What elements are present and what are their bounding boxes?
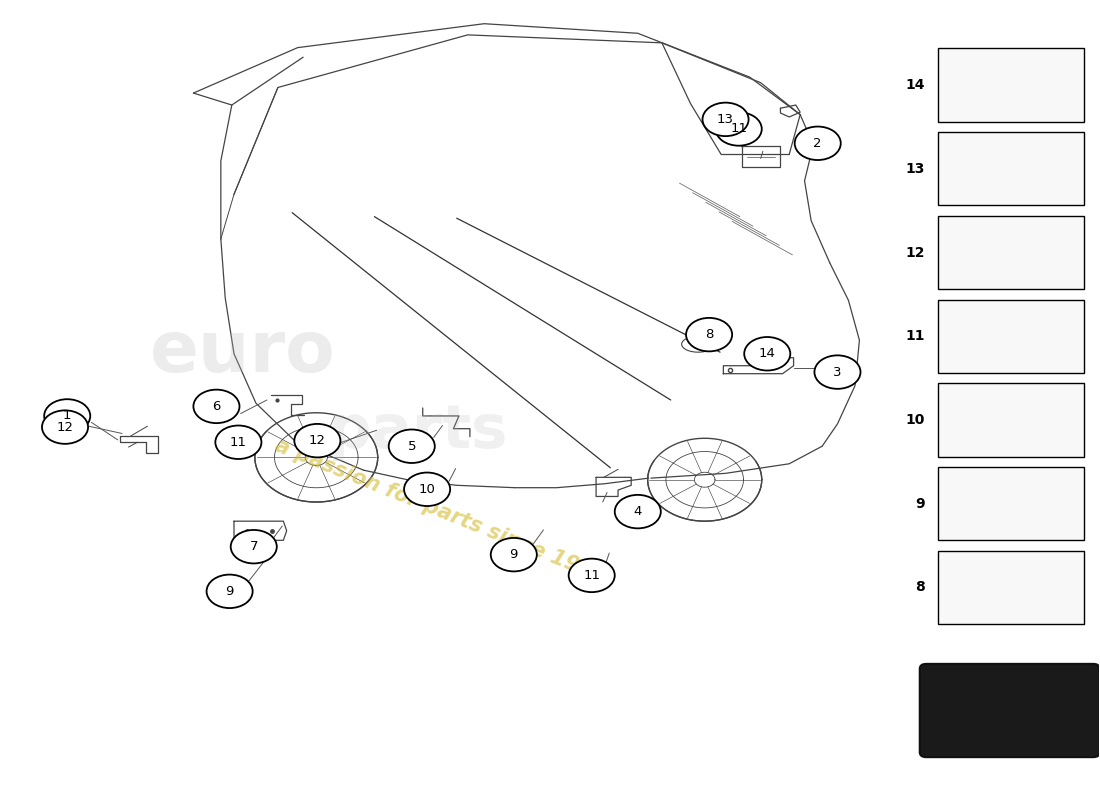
Circle shape (231, 530, 277, 563)
Circle shape (42, 410, 88, 444)
FancyBboxPatch shape (938, 299, 1085, 373)
Text: 2: 2 (814, 137, 822, 150)
Text: 9: 9 (226, 585, 234, 598)
Text: a passion for parts since 1985: a passion for parts since 1985 (272, 436, 608, 587)
FancyBboxPatch shape (938, 383, 1085, 457)
Text: 1: 1 (63, 410, 72, 422)
Circle shape (44, 399, 90, 433)
FancyBboxPatch shape (938, 550, 1085, 624)
Text: 14: 14 (905, 78, 925, 92)
FancyBboxPatch shape (938, 49, 1085, 122)
Text: 12: 12 (309, 434, 326, 447)
Text: 6: 6 (212, 400, 221, 413)
Circle shape (295, 424, 340, 458)
Text: 9: 9 (509, 548, 518, 561)
Text: 8: 8 (705, 328, 713, 341)
Text: 11: 11 (230, 436, 246, 449)
Polygon shape (992, 403, 1031, 424)
Text: 13: 13 (717, 113, 734, 126)
Text: 11: 11 (905, 330, 925, 343)
Circle shape (814, 355, 860, 389)
Text: 3: 3 (833, 366, 842, 378)
Circle shape (194, 390, 240, 423)
Text: euro: euro (150, 318, 336, 386)
Text: parts: parts (328, 402, 508, 462)
Circle shape (745, 337, 790, 370)
Text: 10: 10 (906, 413, 925, 427)
FancyBboxPatch shape (920, 664, 1100, 757)
Circle shape (794, 126, 840, 160)
Text: 7: 7 (250, 540, 258, 553)
Text: 11: 11 (730, 122, 747, 135)
Circle shape (686, 318, 733, 351)
Circle shape (703, 102, 749, 136)
Circle shape (716, 112, 762, 146)
Circle shape (388, 430, 434, 463)
Text: 9: 9 (915, 497, 925, 510)
Circle shape (569, 558, 615, 592)
Polygon shape (994, 488, 1028, 510)
Text: 12: 12 (905, 246, 925, 259)
Circle shape (615, 495, 661, 528)
Circle shape (207, 574, 253, 608)
Text: 12: 12 (56, 421, 74, 434)
Circle shape (404, 473, 450, 506)
FancyBboxPatch shape (938, 132, 1085, 206)
Text: 8: 8 (915, 580, 925, 594)
Text: 10: 10 (419, 482, 436, 496)
Polygon shape (988, 571, 1035, 597)
Text: 5: 5 (407, 440, 416, 453)
FancyBboxPatch shape (938, 216, 1085, 289)
Text: 11: 11 (583, 569, 601, 582)
Text: 863 13: 863 13 (976, 725, 1044, 743)
FancyBboxPatch shape (938, 467, 1085, 540)
Circle shape (491, 538, 537, 571)
Text: 13: 13 (906, 162, 925, 176)
Text: 4: 4 (634, 505, 642, 518)
Text: 14: 14 (759, 347, 775, 360)
Circle shape (216, 426, 262, 459)
